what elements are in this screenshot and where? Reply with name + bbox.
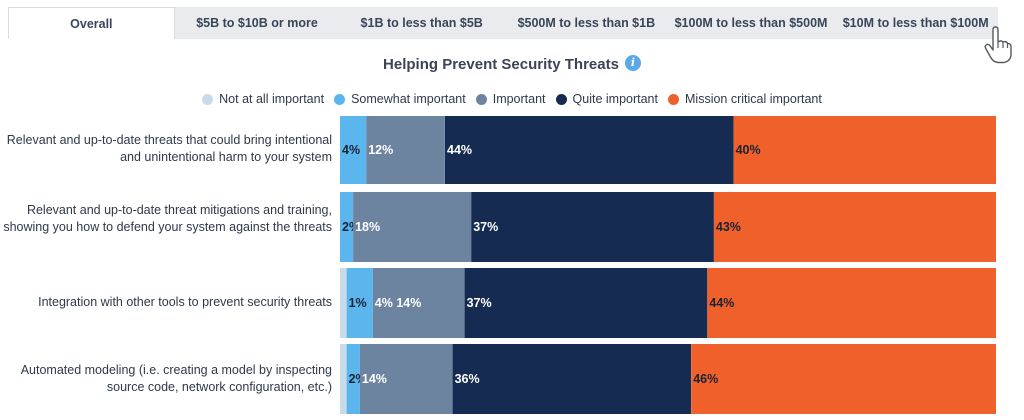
- category-label: Integration with other tools to prevent …: [38, 295, 332, 309]
- legend-swatch: [334, 93, 346, 105]
- bar-segment[interactable]: [340, 116, 367, 184]
- bar-segment[interactable]: [340, 192, 354, 262]
- data-label: 44%: [447, 143, 472, 157]
- legend-label: Not at all important: [219, 92, 325, 106]
- category-label: Relevant and up-to-date threats that cou…: [6, 133, 332, 164]
- chart-title: Helping Prevent Security Threats: [383, 56, 619, 73]
- info-icon[interactable]: i: [624, 55, 641, 72]
- legend-swatch: [555, 93, 567, 105]
- legend-label: Quite important: [572, 92, 658, 106]
- bar-segment[interactable]: [464, 268, 708, 338]
- legend-item[interactable]: Not at all important: [202, 92, 324, 106]
- data-label: 14%: [362, 372, 387, 386]
- bar-segment[interactable]: [340, 268, 347, 338]
- bar-segment[interactable]: [366, 116, 445, 184]
- tab-500m-to-1b[interactable]: $500M to less than $1B: [517, 16, 656, 30]
- data-label: 4% 14%: [375, 296, 422, 310]
- tab-100m-to-500m[interactable]: $100M to less than $500M: [674, 16, 828, 30]
- bar-segment[interactable]: [733, 116, 996, 184]
- data-label: 37%: [467, 296, 492, 310]
- data-label: 46%: [693, 372, 718, 386]
- chart-legend: Not at all important Somewhat important …: [0, 92, 1024, 106]
- data-label: 43%: [716, 220, 741, 234]
- legend-item[interactable]: Quite important: [555, 92, 658, 106]
- tab-overall[interactable]: Overall: [8, 7, 175, 39]
- bar-segment[interactable]: [445, 116, 734, 184]
- data-label: 36%: [455, 372, 480, 386]
- tab-5b-to-10b[interactable]: $5B to $10B or more: [196, 16, 318, 30]
- legend-swatch: [668, 93, 679, 105]
- bar-segment[interactable]: [346, 344, 360, 414]
- legend-item[interactable]: Important: [475, 92, 546, 106]
- data-label: 1%: [349, 296, 367, 310]
- bar-segment[interactable]: [346, 268, 373, 338]
- data-label: 44%: [709, 296, 734, 310]
- legend-label: Somewhat important: [351, 92, 466, 106]
- bar-segment[interactable]: [372, 268, 465, 338]
- tab-1b-to-5b[interactable]: $1B to less than $5B: [360, 16, 483, 30]
- bar-segment[interactable]: [691, 344, 996, 414]
- tab-10m-to-100m[interactable]: $10M to less than $100M: [842, 16, 989, 30]
- segment-tabs: Overall $5B to $10B or more $1B to less …: [8, 7, 998, 39]
- bar-segment[interactable]: [471, 192, 714, 262]
- data-label: 40%: [736, 143, 761, 157]
- legend-item[interactable]: Mission critical important: [668, 92, 822, 106]
- chart-title-row: Helping Prevent Security Threats i: [0, 55, 1024, 73]
- legend-item[interactable]: Somewhat important: [334, 92, 466, 106]
- bar-segment[interactable]: [713, 192, 996, 262]
- category-label: Relevant and up-to-date threat mitigatio…: [3, 203, 332, 234]
- bar-segment[interactable]: [707, 268, 996, 338]
- pointer-hand-icon: [984, 26, 1012, 64]
- bar-segment[interactable]: [359, 344, 453, 414]
- data-label: 37%: [473, 220, 498, 234]
- data-label: 18%: [355, 220, 380, 234]
- data-label: 4%: [342, 143, 360, 157]
- legend-swatch: [202, 93, 214, 105]
- legend-label: Mission critical important: [685, 92, 822, 106]
- legend-swatch: [475, 93, 487, 105]
- data-label: 12%: [368, 143, 393, 157]
- category-label: Automated modeling (i.e. creating a mode…: [20, 363, 332, 394]
- bar-segment[interactable]: [353, 192, 472, 262]
- legend-label: Important: [492, 92, 546, 106]
- bar-segment[interactable]: [452, 344, 692, 414]
- bar-segment[interactable]: [340, 344, 347, 414]
